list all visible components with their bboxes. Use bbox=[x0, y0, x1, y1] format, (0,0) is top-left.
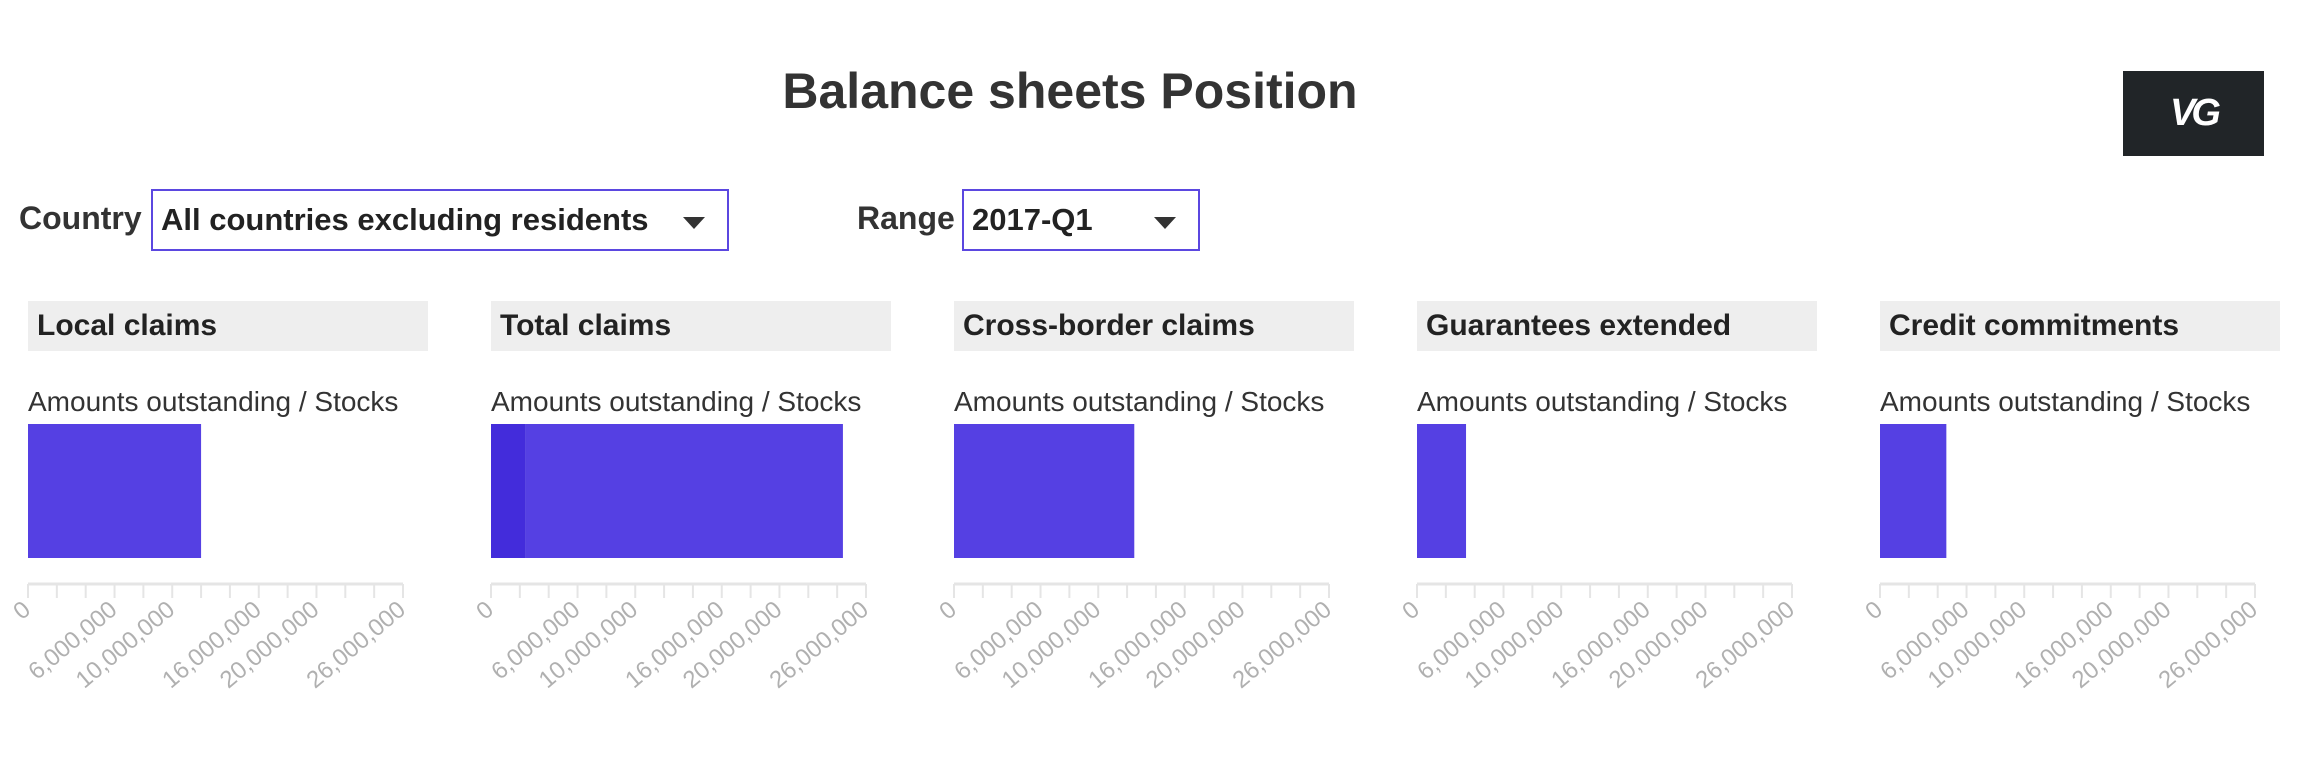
country-label: Country bbox=[19, 200, 142, 236]
chart-title: Local claims bbox=[28, 301, 428, 351]
range-select[interactable]: 2017-Q1 bbox=[962, 189, 1200, 251]
bar-segment-0[interactable] bbox=[1880, 424, 1947, 558]
chart-subtitle: Amounts outstanding / Stocks bbox=[954, 386, 1325, 417]
bar-chart: 06,000,00010,000,00016,000,00020,000,000… bbox=[1860, 424, 2263, 694]
chart-panel-credit-commitments: Credit commitments Amounts outstanding /… bbox=[1860, 301, 2280, 721]
range-label: Range bbox=[857, 200, 955, 236]
logo[interactable]: VG bbox=[2123, 71, 2264, 156]
x-tick-label: 0 bbox=[8, 596, 36, 625]
chart-title: Total claims bbox=[491, 301, 891, 351]
x-tick-label: 0 bbox=[1860, 596, 1888, 625]
bar-chart: 06,000,00010,000,00016,000,00020,000,000… bbox=[1397, 424, 1800, 694]
chart-subtitle: Amounts outstanding / Stocks bbox=[1880, 386, 2251, 417]
bar-chart: 06,000,00010,000,00016,000,00020,000,000… bbox=[471, 424, 874, 694]
chart-subtitle: Amounts outstanding / Stocks bbox=[1417, 386, 1788, 417]
chart-title: Guarantees extended bbox=[1417, 301, 1817, 351]
bar-chart: 06,000,00010,000,00016,000,00020,000,000… bbox=[8, 424, 411, 694]
bar-chart: 06,000,00010,000,00016,000,00020,000,000… bbox=[934, 424, 1337, 694]
bar-segment-0[interactable] bbox=[1417, 424, 1467, 558]
chevron-down-icon bbox=[683, 217, 705, 229]
chart-panel-total-claims: Total claims Amounts outstanding / Stock… bbox=[471, 301, 891, 721]
x-tick-label: 0 bbox=[471, 596, 499, 625]
country-select[interactable]: All countries excluding residents bbox=[151, 189, 729, 251]
bar-segment-0[interactable] bbox=[491, 424, 526, 558]
x-tick-label: 0 bbox=[1397, 596, 1425, 625]
country-select-value: All countries excluding residents bbox=[161, 202, 649, 237]
chart-subtitle: Amounts outstanding / Stocks bbox=[491, 386, 862, 417]
chart-panel-local-claims: Local claims Amounts outstanding / Stock… bbox=[8, 301, 428, 721]
bar-segment-1[interactable] bbox=[525, 424, 843, 558]
range-select-value: 2017-Q1 bbox=[972, 202, 1093, 237]
chart-panel-guarantees-extended: Guarantees extended Amounts outstanding … bbox=[1397, 301, 1817, 721]
bar-segment-0[interactable] bbox=[954, 424, 1135, 558]
chart-panel-cross-border-claims: Cross-border claims Amounts outstanding … bbox=[934, 301, 1354, 721]
chevron-down-icon bbox=[1154, 217, 1176, 229]
page-title: Balance sheets Position bbox=[782, 63, 1358, 119]
chart-subtitle: Amounts outstanding / Stocks bbox=[28, 386, 399, 417]
x-tick-label: 0 bbox=[934, 596, 962, 625]
bar-segment-0[interactable] bbox=[28, 424, 202, 558]
chart-title: Cross-border claims bbox=[954, 301, 1354, 351]
chart-title: Credit commitments bbox=[1880, 301, 2280, 351]
